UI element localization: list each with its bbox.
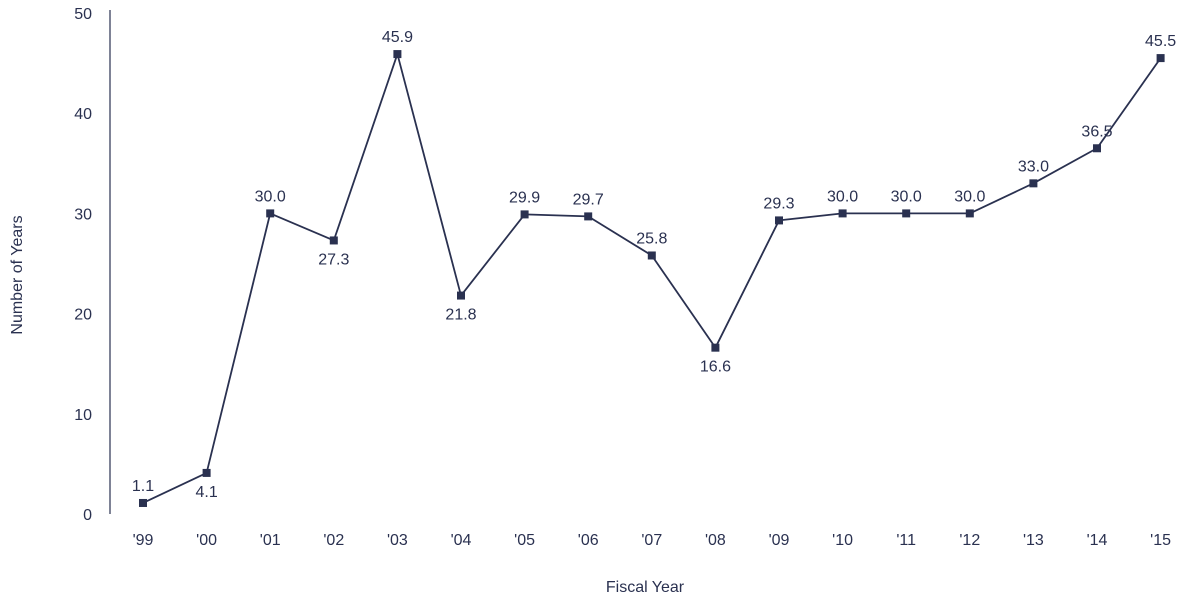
data-point-marker — [202, 468, 211, 477]
x-tick-labels: '99 '00 '01 '02 '03 '04 '05 '06 '07 '08 '09 '10 '11 '… — [133, 532, 1172, 549]
x-tick-label: '11 — [896, 532, 916, 549]
data-label: 1.1 — [132, 478, 154, 495]
series-line — [142, 53, 1162, 504]
x-tick-label: '06 — [578, 532, 599, 549]
data-label: 30.0 — [827, 188, 858, 205]
x-tick-label: '15 — [1150, 532, 1171, 549]
x-tick-label: '00 — [196, 532, 217, 549]
x-axis-title: Fiscal Year — [606, 579, 685, 596]
data-label: 25.8 — [636, 230, 667, 247]
data-label: 33.0 — [1018, 158, 1049, 175]
data-label: 30.0 — [954, 188, 985, 205]
x-tick-label: '10 — [832, 532, 853, 549]
x-tick-label: '99 — [133, 532, 154, 549]
data-point-marker — [1156, 54, 1165, 63]
x-tick-label: '03 — [387, 532, 408, 549]
data-point-marker — [1029, 179, 1038, 188]
data-labels: 1.1 4.1 30.0 27.3 45.9 21.8 29.9 29.7 25.8 16.6 29… — [132, 29, 1176, 501]
data-point-marker — [139, 498, 147, 507]
data-point-marker — [965, 209, 974, 218]
x-tick-label: '12 — [959, 532, 980, 549]
x-tick-label: '14 — [1087, 532, 1108, 549]
data-label: 30.0 — [891, 188, 922, 205]
data-label: 45.9 — [382, 29, 413, 46]
x-tick-label: '09 — [769, 532, 790, 549]
y-axis-title: Number of Years — [9, 215, 26, 334]
series — [139, 50, 1165, 507]
data-point-marker — [584, 212, 593, 221]
data-point-marker — [1093, 144, 1101, 153]
y-tick-label: 10 — [74, 407, 92, 424]
data-point-marker — [647, 251, 656, 260]
x-tick-label: '04 — [451, 532, 472, 549]
data-label: 29.7 — [573, 191, 604, 208]
data-point-marker — [902, 209, 911, 218]
y-tick-label: 30 — [74, 206, 92, 223]
x-tick-label: '13 — [1023, 532, 1044, 549]
data-label: 27.3 — [318, 251, 349, 268]
data-point-marker — [266, 209, 275, 218]
y-tick-labels: 0 10 20 30 40 50 — [74, 6, 92, 524]
data-label: 4.1 — [195, 484, 217, 501]
x-tick-label: '02 — [323, 532, 344, 549]
data-label: 29.9 — [509, 189, 540, 206]
y-tick-label: 50 — [74, 6, 92, 23]
data-label: 45.5 — [1145, 33, 1176, 50]
data-label: 21.8 — [445, 307, 476, 324]
data-point-marker — [393, 50, 402, 59]
y-tick-label: 20 — [74, 307, 92, 324]
data-label: 36.5 — [1081, 123, 1112, 140]
y-tick-label: 40 — [74, 106, 92, 123]
data-point-marker — [520, 210, 529, 219]
x-tick-label: '07 — [641, 532, 662, 549]
data-label: 29.3 — [763, 195, 794, 212]
x-tick-label: '08 — [705, 532, 726, 549]
x-tick-label: '05 — [514, 532, 535, 549]
data-label: 16.6 — [700, 359, 731, 376]
data-point-marker — [775, 216, 783, 225]
data-point-marker — [329, 236, 338, 245]
y-tick-label: 0 — [83, 507, 92, 524]
data-label: 30.0 — [255, 188, 286, 205]
data-point-marker — [838, 209, 847, 218]
data-point-marker — [711, 343, 720, 352]
x-tick-label: '01 — [260, 532, 281, 549]
data-point-marker — [457, 291, 465, 300]
